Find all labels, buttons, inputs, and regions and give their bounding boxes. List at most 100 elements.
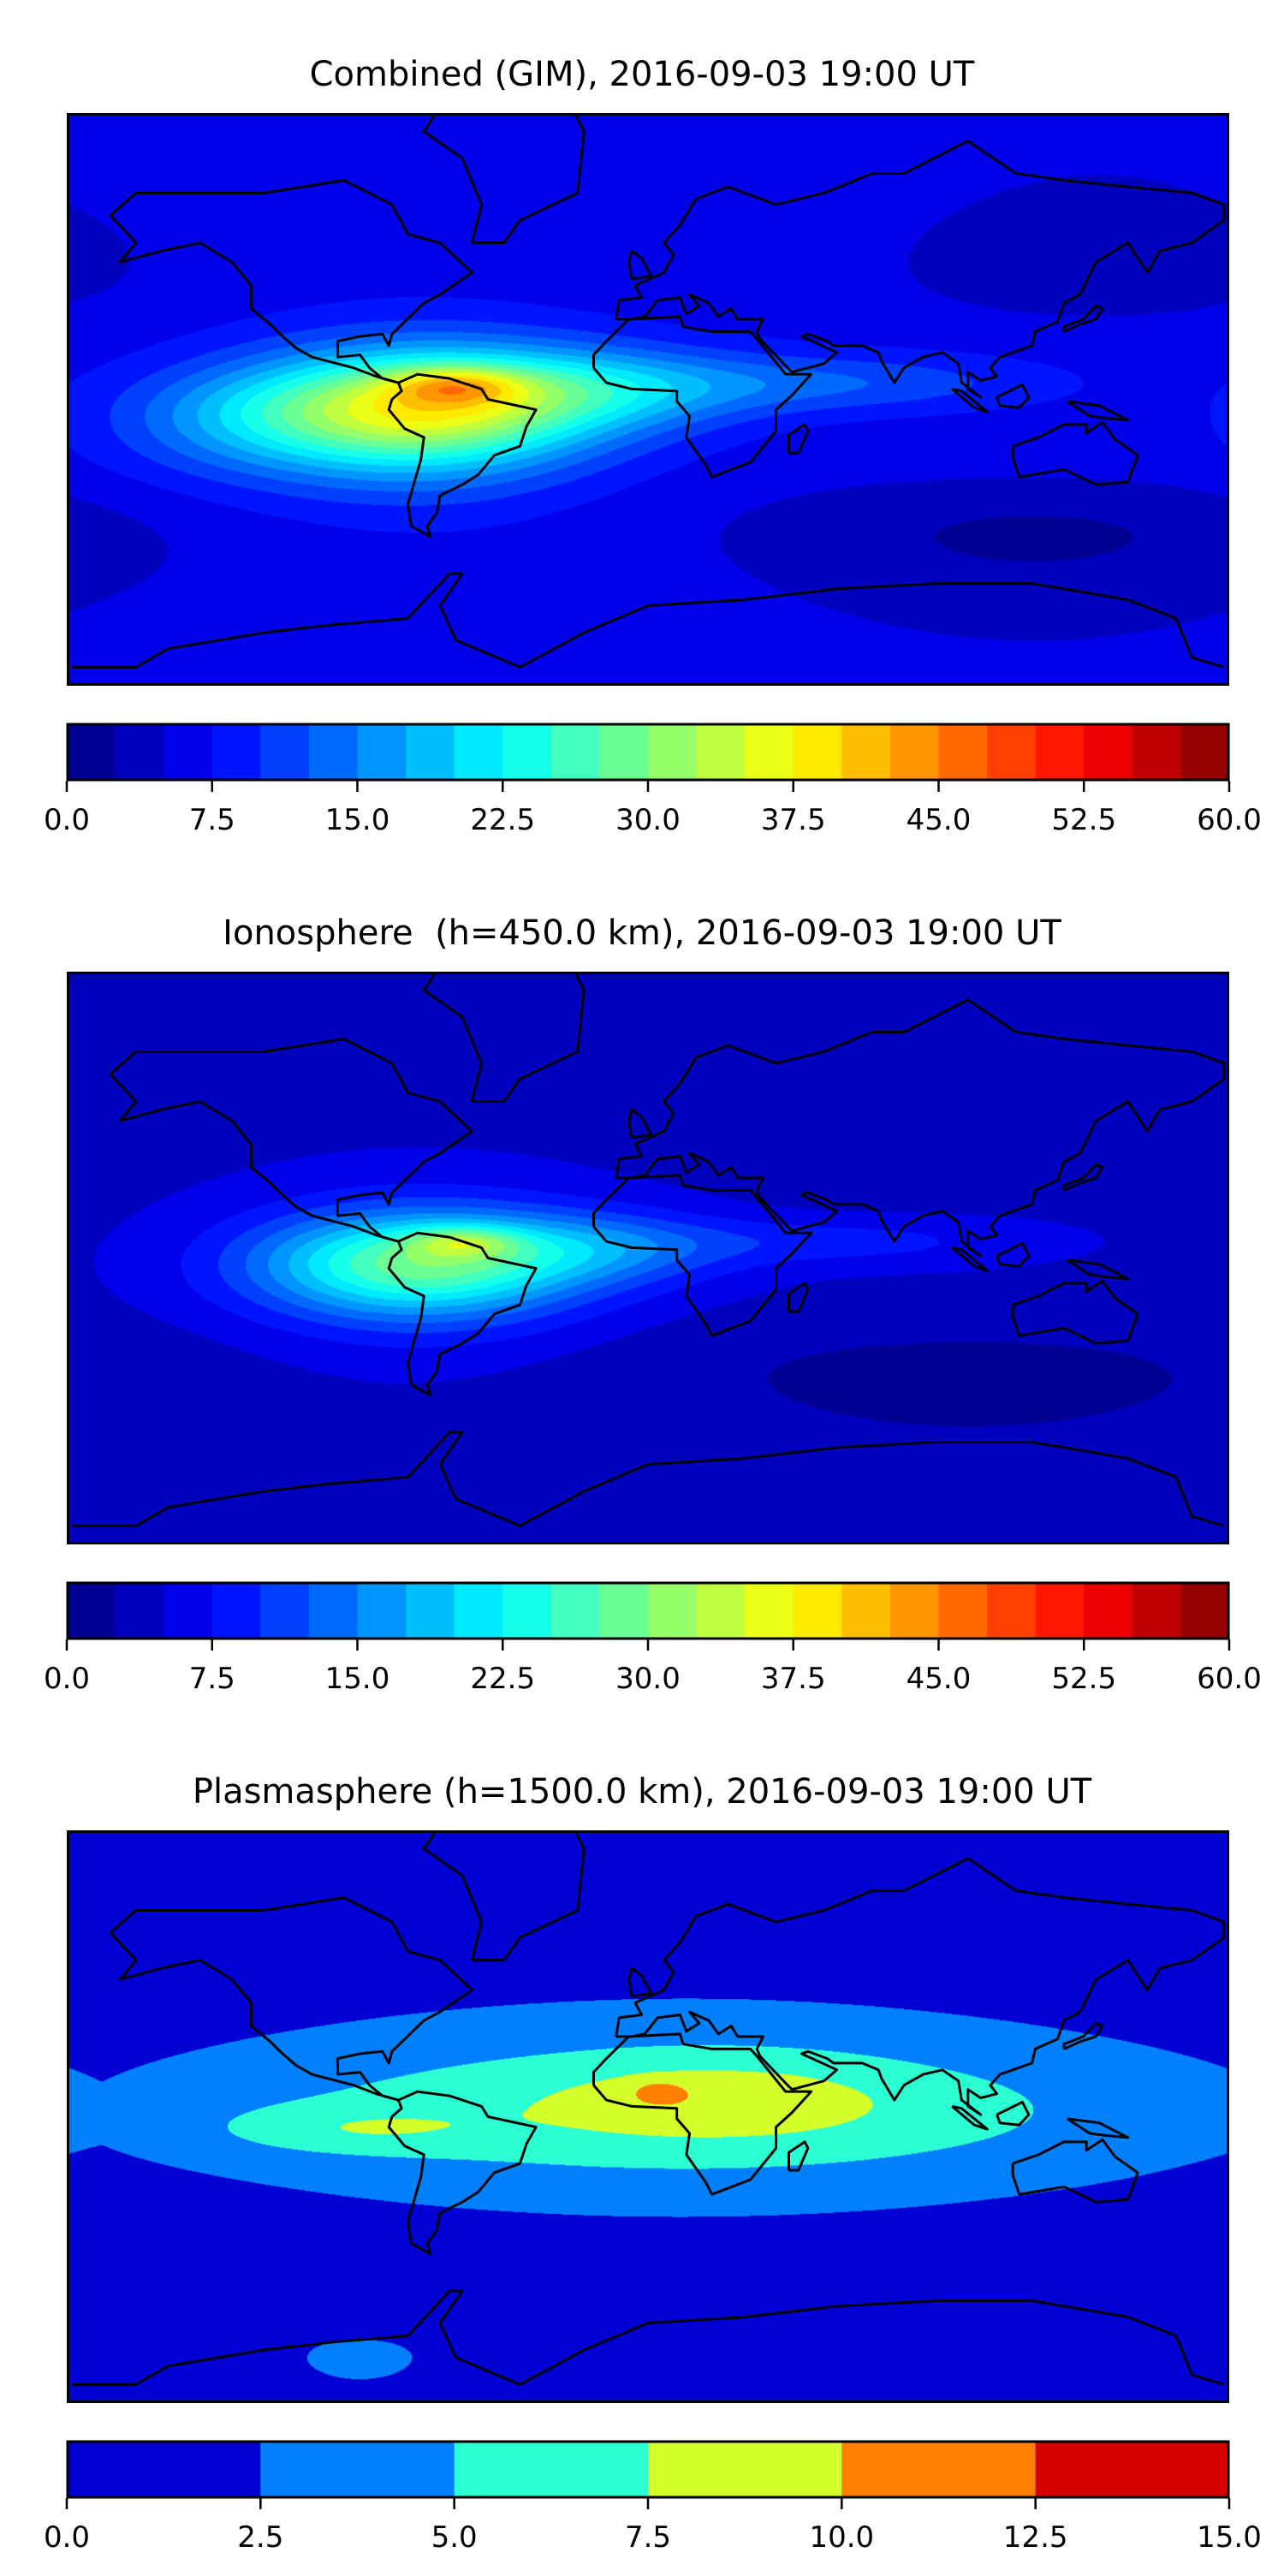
colorbar-level (745, 723, 794, 781)
coastline-eurasia (615, 998, 1226, 1258)
colorbar-tick-label: 60.0 (1197, 803, 1262, 837)
colorbar-level (1132, 1582, 1182, 1639)
colorbar-level (1035, 2441, 1230, 2498)
coastlines (72, 974, 1226, 1527)
colorbar-tick-label: 52.5 (1051, 1662, 1117, 1696)
colorbar-level (648, 2441, 842, 2498)
colorbar-tick-label: 12.5 (1002, 2520, 1068, 2555)
colorbar-level (841, 723, 891, 781)
coastline-borneo (996, 1241, 1031, 1268)
colorbar-tick-label: 0.0 (43, 2520, 91, 2555)
colorbar-tick-label: 7.5 (624, 2520, 672, 2555)
colorbar-level (648, 1582, 698, 1639)
colorbar (65, 1581, 1231, 1651)
colorbar-level (1035, 723, 1085, 781)
colorbar-level (550, 723, 601, 781)
coastline-north-america (109, 1896, 473, 2102)
colorbar-level (1084, 1582, 1133, 1639)
colorbar-tick-label: 37.5 (760, 1662, 826, 1696)
colorbar-level (745, 1582, 794, 1639)
colorbar-tick-label: 52.5 (1051, 803, 1117, 837)
coastline-eurasia (615, 1857, 1226, 2116)
colorbar-level (1035, 1582, 1085, 1639)
coastline-japan (1062, 304, 1104, 333)
coastline-borneo (996, 383, 1031, 409)
tec-map-ionosphere (67, 972, 1229, 1544)
coastline-new-guinea (1066, 2117, 1130, 2139)
colorbar-tick-label: 0.0 (43, 803, 91, 837)
coastline-japan (1062, 2021, 1104, 2050)
panel-title: Plasmasphere (h=1500.0 km), 2016-09-03 1… (192, 1772, 1092, 1812)
coastline-greenland (422, 1833, 586, 1962)
panel-combined: Combined (GIM), 2016-09-03 19:00 UT 0.0 7.… (0, 0, 1284, 859)
colorbar-level (211, 1582, 261, 1639)
coastlines (72, 116, 1226, 669)
colorbar-level (308, 1582, 359, 1639)
colorbar-level (889, 1582, 940, 1639)
colorbar-level (550, 1582, 601, 1639)
colorbar-level (1132, 723, 1182, 781)
coastline-south-america (387, 1231, 538, 1397)
colorbar-level (648, 723, 698, 781)
colorbar-level (889, 723, 940, 781)
colorbar-tick-label: 45.0 (906, 1662, 972, 1696)
coastline-new-guinea (1066, 400, 1130, 422)
coastline-africa (591, 2032, 813, 2196)
panel-title: Ionosphere (h=450.0 km), 2016-09-03 19:0… (223, 913, 1061, 953)
coastline-australia (1011, 2138, 1139, 2204)
coastline-japan (1062, 1163, 1104, 1192)
tec-contour-field (69, 974, 1227, 1542)
colorbar-tick-label: 7.5 (188, 803, 235, 837)
colorbar-level (502, 723, 552, 781)
colorbar-level (502, 1582, 552, 1639)
colorbar-level (454, 1582, 503, 1639)
colorbar-tick-label: 15.0 (324, 1662, 390, 1696)
coastline-sumatra (951, 2104, 989, 2131)
colorbar-level (163, 1582, 213, 1639)
coastline-south-america (387, 372, 538, 538)
coastline-antarctica (72, 572, 1225, 669)
colorbar (65, 723, 1231, 792)
colorbar-level (599, 723, 649, 781)
tec-contour-field (69, 1833, 1227, 2400)
coastlines (72, 1833, 1226, 2386)
panel-plasmasphere: Plasmasphere (h=1500.0 km), 2016-09-03 1… (0, 1717, 1284, 2576)
colorbar-tick-label: 2.5 (237, 2520, 284, 2555)
colorbar-level (793, 1582, 842, 1639)
colorbar-level (1180, 723, 1230, 781)
colorbar-tick-label: 15.0 (1197, 2520, 1262, 2555)
coastline-africa (591, 1174, 813, 1337)
colorbar-level (211, 723, 261, 781)
colorbar-tick-label: 7.5 (188, 1662, 235, 1696)
colorbar-level (987, 1582, 1037, 1639)
coastline-north-america (109, 1038, 473, 1243)
coastline-madagascar (788, 423, 810, 455)
colorbar-level (841, 1582, 891, 1639)
colorbar-frame (66, 2440, 1230, 2499)
tec-map-plasmasphere (67, 1830, 1229, 2403)
coastline-uk (627, 1108, 653, 1139)
colorbar-tick-label: 22.5 (470, 803, 536, 837)
colorbar-level (1084, 723, 1133, 781)
coastline-uk (627, 249, 653, 281)
colorbar-level (454, 723, 503, 781)
colorbar-level (260, 1582, 310, 1639)
colorbar-level (67, 1582, 116, 1639)
tec-contour-field (69, 116, 1227, 683)
colorbar-tick-label: 30.0 (615, 1662, 681, 1696)
colorbar-level (115, 723, 164, 781)
colorbar-level (357, 723, 407, 781)
colorbar-level (260, 2441, 455, 2498)
colorbar-level (696, 723, 746, 781)
colorbar-level (163, 723, 213, 781)
colorbar-tick-label: 5.0 (431, 2520, 478, 2555)
colorbar-level (260, 723, 310, 781)
colorbar-level (406, 1582, 455, 1639)
tec-map-combined (67, 113, 1229, 686)
colorbar (65, 2440, 1231, 2509)
colorbar-tick-label: 37.5 (760, 803, 826, 837)
coastline-sumatra (951, 1246, 989, 1272)
colorbar-level (599, 1582, 649, 1639)
colorbar-tick-label: 60.0 (1197, 1662, 1262, 1696)
colorbar-level (696, 1582, 746, 1639)
